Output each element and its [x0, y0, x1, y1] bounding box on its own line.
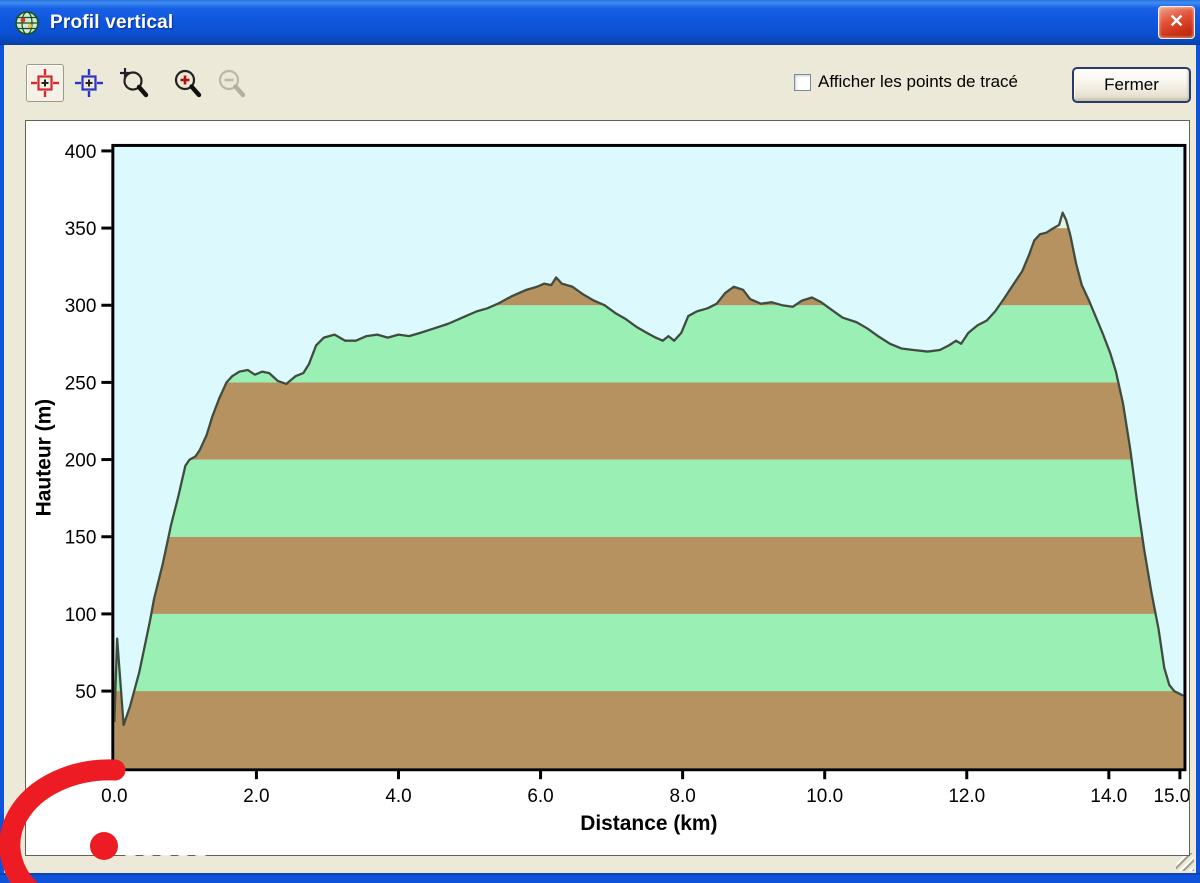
y-tick-label: 350: [65, 219, 97, 240]
y-tick-label: 100: [65, 605, 97, 626]
profile-chart-svg: 0.0 2.0 4.0 6.0 8.0 10.0 12.0 14.0 15.0 50 100 150 2…: [33, 142, 1189, 835]
resize-grip[interactable]: [1176, 853, 1194, 871]
show-trace-points-label: Afficher les points de tracé: [818, 72, 1019, 91]
crosshair-red-icon: [31, 69, 59, 97]
x-tick-label: 6.0: [527, 786, 553, 807]
toolbar: Afficher les points de tracé Fermer: [4, 45, 1196, 120]
x-tick-label: 2.0: [243, 786, 269, 807]
y-axis-title: Hauteur (m): [33, 399, 56, 517]
terrain-outline: [114, 211, 1184, 727]
close-icon: ✕: [1168, 11, 1185, 31]
y-tick-label: 50: [75, 682, 96, 703]
x-tick-label: 15.0: [1153, 786, 1189, 807]
x-axis-title: Distance (km): [580, 812, 717, 835]
x-tick-label: 10.0: [806, 786, 843, 807]
center-target-red-button[interactable]: [26, 64, 64, 102]
zoom-selection-button[interactable]: [114, 64, 152, 102]
plot-frame: [111, 143, 1187, 772]
titlebar: Profil vertical ✕: [0, 0, 1200, 45]
zoom-out-button[interactable]: [212, 64, 250, 102]
x-tick-label: 14.0: [1090, 786, 1127, 807]
elevation-profile-chart[interactable]: 0.0 2.0 4.0 6.0 8.0 10.0 12.0 14.0 15.0 50 100 150 2…: [25, 120, 1190, 856]
magnifier-plus-corner-icon: [120, 68, 149, 98]
magnifier-zoom-in-icon: [174, 69, 202, 98]
magnifier-zoom-out-disabled-icon: [218, 69, 246, 98]
x-tick-label: 8.0: [669, 786, 695, 807]
close-window-button[interactable]: ✕: [1158, 6, 1195, 39]
fermer-button-label: Fermer: [1104, 75, 1159, 94]
y-tick-label: 150: [65, 528, 97, 549]
app-globe-icon: [15, 10, 39, 35]
x-tick-label: 0.0: [101, 786, 127, 807]
window-border-right: [1196, 45, 1200, 883]
y-tick-label: 200: [65, 451, 97, 472]
zoom-in-button[interactable]: [168, 64, 206, 102]
x-tick-label: 4.0: [385, 786, 411, 807]
window-border-left: [0, 45, 4, 883]
x-tick-label: 12.0: [948, 786, 985, 807]
fermer-button[interactable]: Fermer: [1072, 67, 1191, 103]
show-trace-points-checkbox[interactable]: [794, 73, 811, 91]
window-title: Profil vertical: [50, 11, 174, 33]
center-target-blue-button[interactable]: [70, 64, 108, 102]
crosshair-blue-icon: [75, 69, 103, 97]
y-tick-label: 250: [65, 373, 97, 394]
window-border-bottom: [0, 873, 1200, 883]
y-tick-label: 300: [65, 296, 97, 317]
y-tick-label: 400: [65, 142, 97, 163]
